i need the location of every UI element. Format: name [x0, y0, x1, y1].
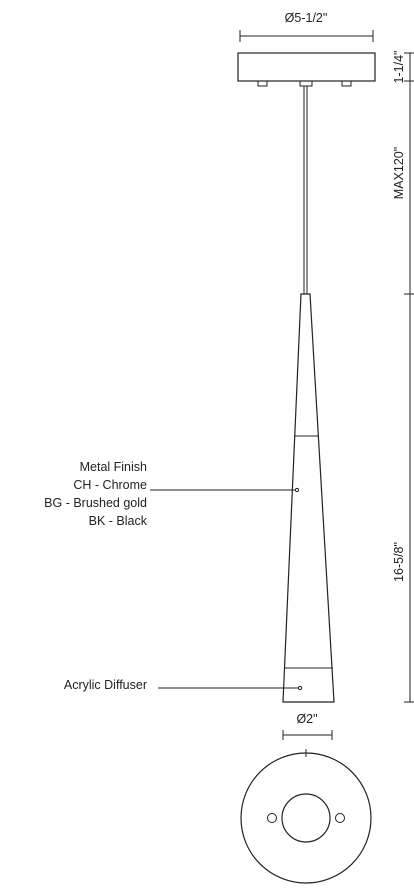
- diffuser-callout: Acrylic Diffuser: [64, 678, 298, 692]
- pendant-shade: [282, 293, 335, 703]
- canopy-diameter-dimension: Ø5-1/2": [239, 11, 374, 42]
- shade-diameter-dimension: Ø2": [282, 712, 333, 740]
- suspension-cable: [303, 86, 308, 294]
- canopy-diameter-label: Ø5-1/2": [285, 11, 328, 25]
- finish-option-chrome: CH - Chrome: [73, 478, 147, 492]
- diffuser-label: Acrylic Diffuser: [64, 678, 147, 692]
- finish-option-brushed-gold: BG - Brushed gold: [44, 496, 147, 510]
- metal-finish-callout: Metal Finish CH - Chrome BG - Brushed go…: [44, 460, 295, 528]
- cable-length-label: MAX120": [392, 147, 406, 199]
- fixture-height-label: 16-5/8": [392, 542, 406, 582]
- finish-option-black: BK - Black: [89, 514, 148, 528]
- canopy: [237, 52, 376, 87]
- metal-finish-title: Metal Finish: [80, 460, 147, 474]
- canopy-height-label: 1-1/4": [392, 51, 406, 84]
- bottom-view: [240, 749, 372, 884]
- height-dimensions: 1-1/4" MAX120" 16-5/8": [392, 51, 414, 703]
- shade-diameter-label: Ø2": [296, 712, 317, 726]
